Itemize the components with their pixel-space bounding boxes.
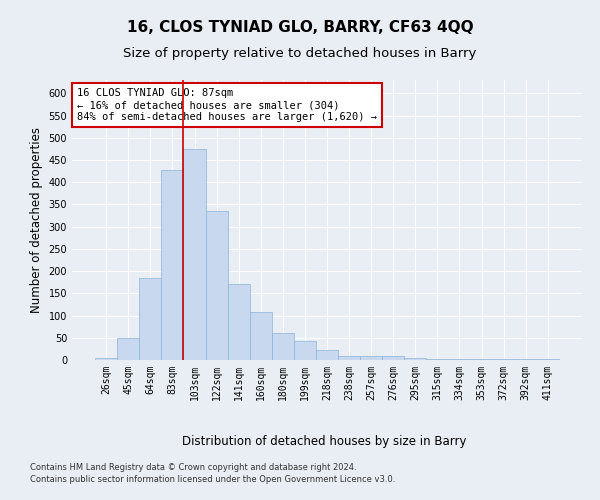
Bar — [515, 358, 537, 360]
Bar — [448, 358, 470, 360]
Bar — [360, 356, 382, 360]
Y-axis label: Number of detached properties: Number of detached properties — [30, 127, 43, 313]
Bar — [117, 338, 139, 360]
Bar — [404, 358, 427, 360]
Text: Contains HM Land Registry data © Crown copyright and database right 2024.: Contains HM Land Registry data © Crown c… — [30, 464, 356, 472]
Bar — [427, 358, 448, 360]
Bar — [382, 356, 404, 360]
Bar — [250, 312, 272, 360]
Bar — [206, 211, 227, 360]
Text: 16, CLOS TYNIAD GLO, BARRY, CF63 4QQ: 16, CLOS TYNIAD GLO, BARRY, CF63 4QQ — [127, 20, 473, 35]
Bar — [227, 284, 250, 360]
Bar — [294, 341, 316, 360]
Bar — [95, 358, 117, 360]
Text: Size of property relative to detached houses in Barry: Size of property relative to detached ho… — [124, 48, 476, 60]
Bar — [493, 359, 515, 360]
Bar — [537, 359, 559, 360]
Bar — [184, 149, 206, 360]
Bar — [316, 350, 338, 360]
Bar — [338, 356, 360, 360]
Bar — [272, 334, 294, 360]
Bar — [161, 170, 184, 360]
Bar — [470, 359, 493, 360]
Text: Contains public sector information licensed under the Open Government Licence v3: Contains public sector information licen… — [30, 474, 395, 484]
Text: Distribution of detached houses by size in Barry: Distribution of detached houses by size … — [182, 435, 466, 448]
Text: 16 CLOS TYNIAD GLO: 87sqm
← 16% of detached houses are smaller (304)
84% of semi: 16 CLOS TYNIAD GLO: 87sqm ← 16% of detac… — [77, 88, 377, 122]
Bar — [139, 278, 161, 360]
